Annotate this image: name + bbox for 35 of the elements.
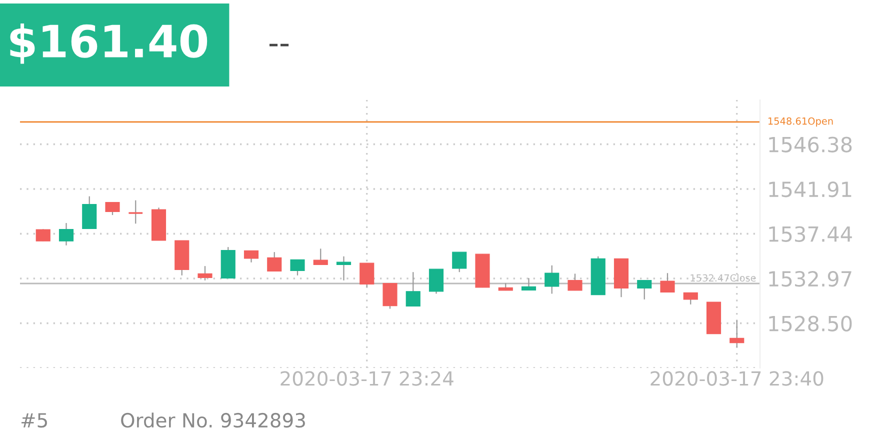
candlestick: [730, 320, 744, 348]
candlestick: [660, 272, 675, 293]
chart-subtitle: --: [269, 44, 289, 46]
text: Order No. 9342893: [121, 412, 305, 428]
candlestick: [521, 278, 536, 291]
candlestick: [452, 252, 467, 273]
y-tick-label: 1546.38: [769, 136, 852, 152]
candlestick: [406, 272, 420, 307]
ref-line-label: 1532.47Close: [690, 274, 756, 282]
candlestick: [382, 282, 398, 310]
y-tick-label: 1528.50: [769, 316, 852, 332]
candlestick: [544, 264, 560, 294]
text: #5: [22, 413, 47, 428]
y-tick-label: 1541.91: [769, 181, 852, 198]
ref-line-label: 1548.61Open: [768, 117, 833, 127]
candlestick: [336, 256, 352, 281]
candlestick: [568, 273, 582, 291]
candlestick: [428, 268, 444, 294]
candlestick: [128, 200, 144, 224]
y-tick-label: 1537.44: [769, 226, 852, 242]
candlestick: [290, 259, 305, 276]
y-tick-label: 1532.97: [769, 270, 852, 287]
candlestick: [637, 280, 652, 300]
candlestick: [36, 228, 50, 242]
candlestick: [105, 202, 120, 216]
candlestick: [683, 292, 698, 305]
candlestick: [198, 266, 212, 281]
candlestick: [244, 250, 259, 263]
x-tick-label: 2020-03-17 23:24: [280, 371, 454, 386]
candlestick: [58, 222, 74, 246]
candlestick: [313, 248, 328, 266]
x-tick-label: 2020-03-17 23:40: [650, 371, 824, 386]
candlestick: [360, 262, 374, 288]
candlestick: [267, 252, 282, 272]
chart-title: $161.40: [10, 23, 208, 64]
